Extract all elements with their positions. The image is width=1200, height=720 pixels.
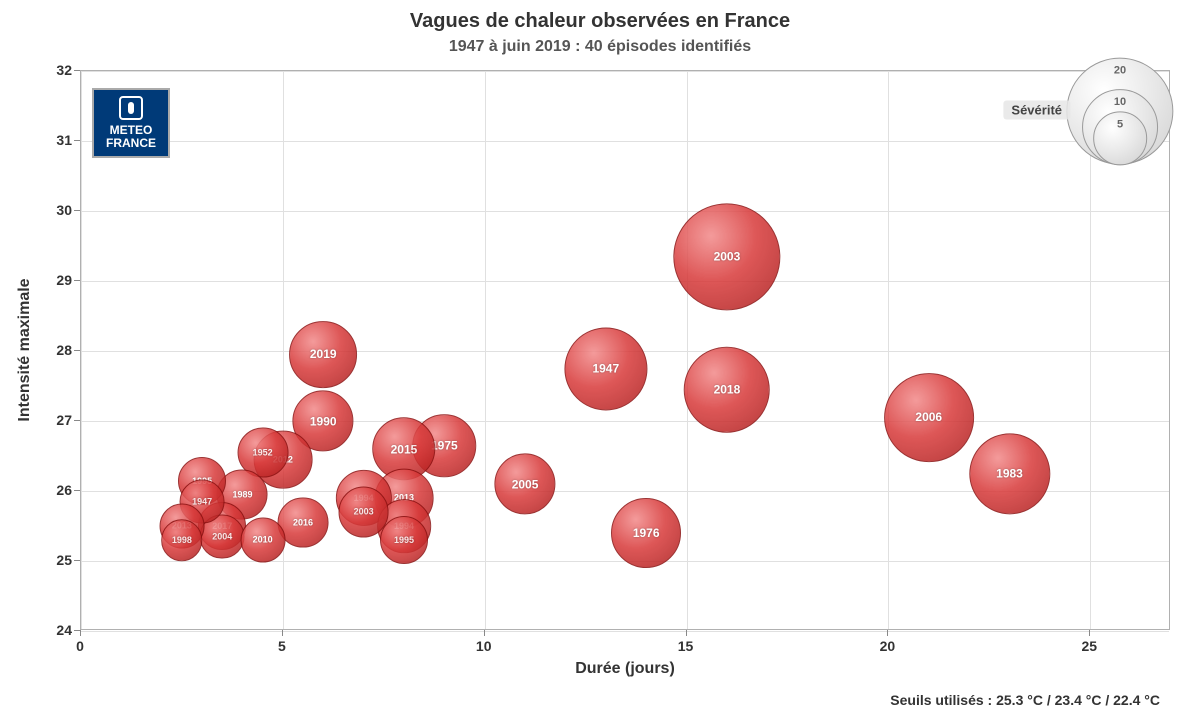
meteo-france-logo: METEO FRANCE (92, 88, 170, 158)
bubble-year-label: 2004 (212, 531, 232, 541)
heatwave-bubble: 2005 (494, 453, 555, 514)
gridline-vertical (888, 71, 889, 629)
bubble-year-label: 2003 (354, 507, 374, 517)
y-tick-mark (74, 420, 80, 421)
x-axis-label: Durée (jours) (575, 660, 675, 678)
bubble-year-label: 2003 (714, 249, 741, 263)
gridline-horizontal (81, 281, 1169, 282)
heatwave-bubble: 1976 (611, 498, 681, 568)
plot-area: 2003200620181947198319762019197520152005… (80, 70, 1170, 630)
y-tick-label: 30 (46, 202, 72, 218)
bubble-year-label: 1989 (232, 490, 252, 500)
legend-title: Sévérité (1003, 101, 1070, 120)
chart-subtitle: 1947 à juin 2019 : 40 épisodes identifié… (0, 38, 1200, 56)
y-tick-label: 25 (46, 552, 72, 568)
bubble-year-label: 1976 (633, 526, 660, 540)
bubble-year-label: 1947 (192, 496, 212, 506)
gridline-vertical (81, 71, 82, 629)
x-tick-mark (484, 630, 485, 636)
y-tick-label: 27 (46, 412, 72, 428)
chart-container: Vagues de chaleur observées en France 19… (0, 0, 1200, 720)
bubble-year-label: 1990 (310, 414, 337, 428)
heatwave-bubble: 1947 (564, 327, 647, 410)
gridline-horizontal (81, 71, 1169, 72)
x-tick-mark (80, 630, 81, 636)
x-tick-mark (1089, 630, 1090, 636)
x-tick-label: 0 (76, 638, 84, 654)
heatwave-bubble: 2006 (884, 373, 974, 463)
gridline-vertical (485, 71, 486, 629)
x-tick-mark (282, 630, 283, 636)
y-tick-mark (74, 560, 80, 561)
chart-title: Vagues de chaleur observées en France (0, 10, 1200, 33)
y-tick-mark (74, 630, 80, 631)
y-axis-label: Intensité maximale (16, 278, 34, 421)
heatwave-bubble: 2003 (673, 203, 780, 310)
x-tick-mark (686, 630, 687, 636)
bubble-year-label: 1995 (394, 535, 414, 545)
thresholds-note: Seuils utilisés : 25.3 °C / 23.4 °C / 22… (890, 692, 1160, 708)
bubble-year-label: 1983 (996, 467, 1023, 481)
heatwave-bubble: 1995 (380, 516, 428, 564)
bubble-year-label: 2018 (714, 383, 741, 397)
y-tick-label: 28 (46, 342, 72, 358)
bubble-year-label: 2016 (293, 518, 313, 528)
heatwave-bubble: 2018 (684, 346, 771, 433)
gridline-horizontal (81, 631, 1169, 632)
y-tick-mark (74, 70, 80, 71)
heatwave-bubble: 1983 (969, 433, 1050, 514)
bubble-year-label: 2005 (512, 477, 539, 491)
bubble-year-label: 2019 (310, 348, 337, 362)
bubble-year-label: 1947 (592, 362, 619, 376)
y-tick-label: 24 (46, 622, 72, 638)
gridline-horizontal (81, 421, 1169, 422)
bubble-year-label: 2006 (915, 410, 942, 424)
x-tick-label: 20 (880, 638, 896, 654)
x-tick-label: 15 (678, 638, 694, 654)
bubble-year-label: 2010 (253, 535, 273, 545)
y-tick-mark (74, 490, 80, 491)
heatwave-bubble: 2019 (289, 321, 357, 389)
bubble-year-label: 1952 (253, 448, 273, 458)
y-tick-mark (74, 210, 80, 211)
thermometer-icon (119, 96, 143, 120)
legend-bubble: 5 (1093, 111, 1147, 165)
x-tick-label: 25 (1081, 638, 1097, 654)
gridline-horizontal (81, 141, 1169, 142)
gridline-vertical (687, 71, 688, 629)
x-tick-mark (887, 630, 888, 636)
gridline-horizontal (81, 211, 1169, 212)
y-tick-mark (74, 280, 80, 281)
x-tick-label: 10 (476, 638, 492, 654)
bubble-year-label: 2015 (391, 442, 418, 456)
y-tick-label: 29 (46, 272, 72, 288)
bubble-year-label: 1998 (172, 535, 192, 545)
y-tick-label: 32 (46, 62, 72, 78)
y-tick-label: 31 (46, 132, 72, 148)
heatwave-bubble: 1998 (161, 519, 203, 561)
x-tick-label: 5 (278, 638, 286, 654)
y-tick-mark (74, 350, 80, 351)
y-tick-label: 26 (46, 482, 72, 498)
y-tick-mark (74, 140, 80, 141)
heatwave-bubble: 2016 (278, 497, 329, 548)
logo-line2: FRANCE (106, 137, 156, 150)
heatwave-bubble: 2010 (240, 518, 285, 563)
